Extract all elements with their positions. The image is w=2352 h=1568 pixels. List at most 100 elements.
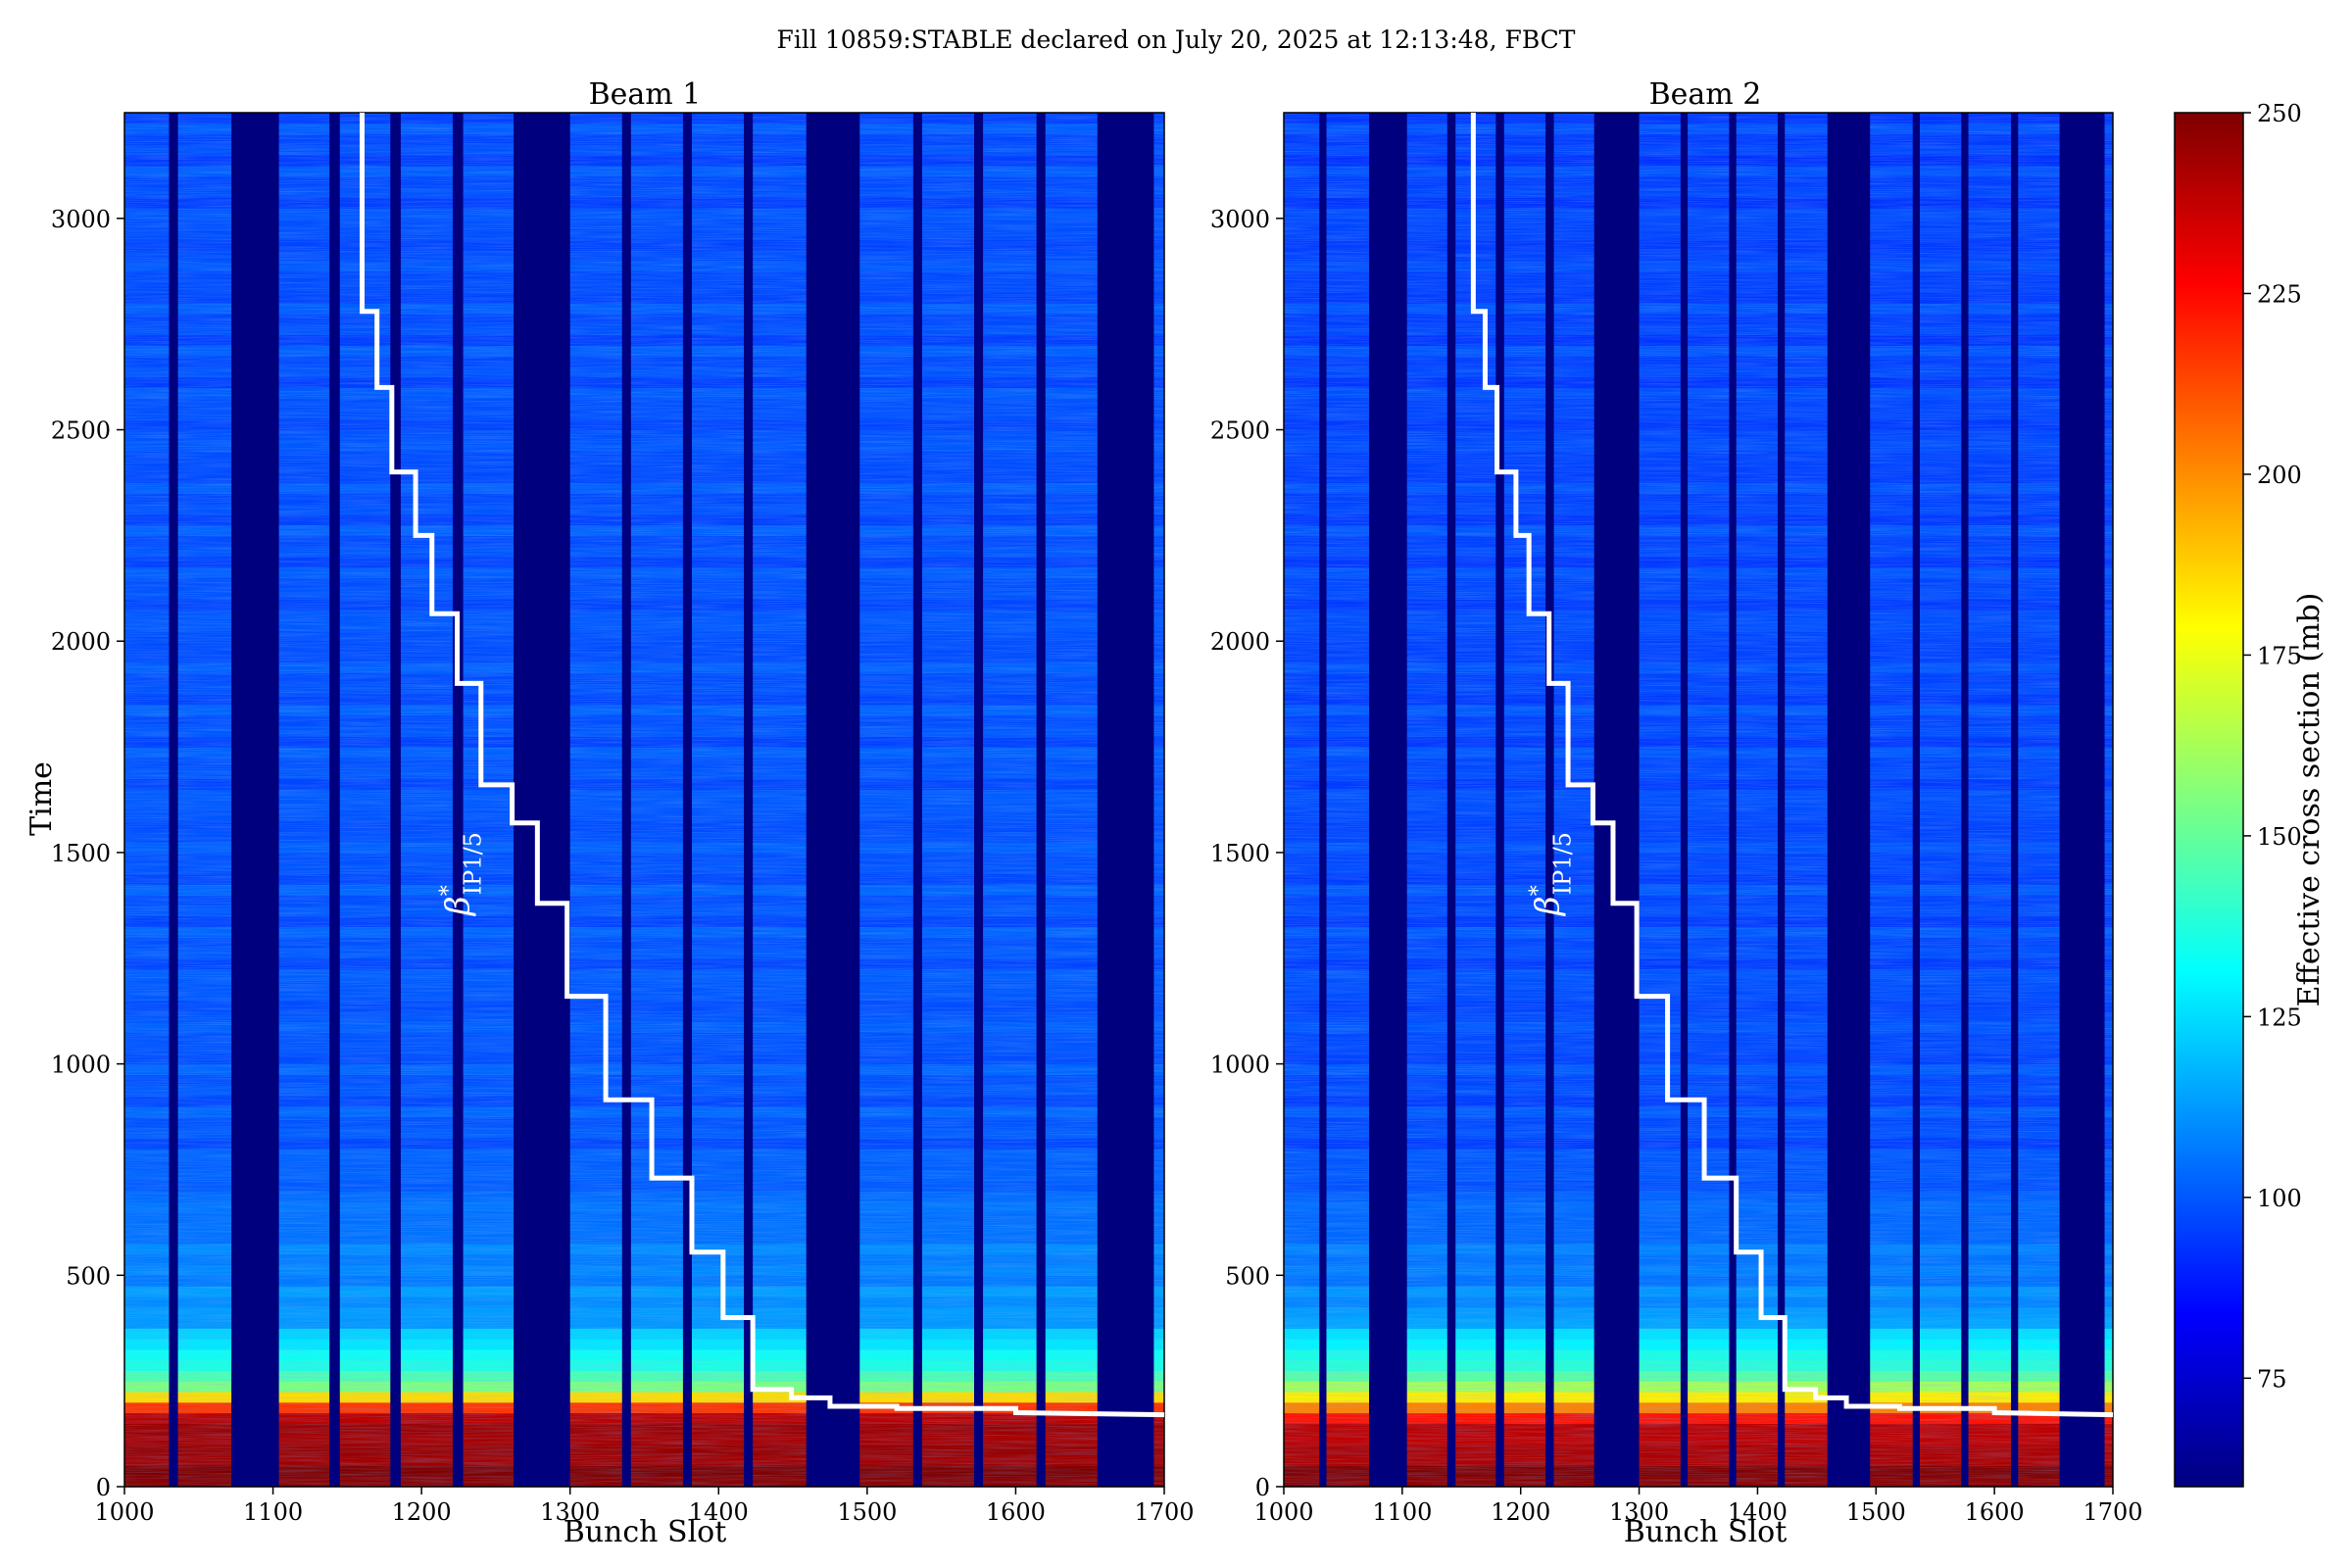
colorbar-tick-label: 100: [2257, 1185, 2302, 1212]
colorbar-tick-label: 250: [2257, 100, 2302, 127]
y-tick-label: 0: [96, 1474, 111, 1501]
empty-slot-gap: [1097, 113, 1154, 1487]
empty-slot-gap: [1777, 113, 1786, 1487]
beam-1-beta-star-annotation: β*IP1/5: [437, 832, 487, 917]
colorbar-tick-label: 225: [2257, 280, 2302, 308]
y-tick-label: 1000: [51, 1052, 111, 1079]
x-tick-label: 1600: [986, 1498, 1046, 1526]
x-tick-label: 1200: [1491, 1498, 1550, 1526]
y-tick-label: 0: [1255, 1474, 1270, 1501]
beam-1-y-axis-label: Time: [24, 761, 59, 836]
colorbar-gradient: [2174, 112, 2244, 1488]
y-tick-label: 2500: [1210, 417, 1270, 445]
empty-slot-gap: [1446, 113, 1456, 1487]
beta-superscript: *: [437, 885, 462, 896]
x-tick-label: 1300: [540, 1498, 600, 1526]
beta-subscript: IP1/5: [1548, 832, 1576, 895]
x-tick-label: 1100: [1372, 1498, 1432, 1526]
colorbar-ticks: 75 100 125 150 175 200 225 250: [2243, 100, 2302, 1393]
y-tick-label: 2000: [1210, 628, 1270, 656]
y-tick-label: 3000: [51, 206, 111, 233]
empty-slot-gap: [231, 113, 279, 1487]
y-tick-label: 2000: [51, 628, 111, 656]
beam-2-beta-star-annotation: β*IP1/5: [1526, 832, 1576, 917]
page-title: Fill 10859:STABLE declared on July 20, 2…: [776, 25, 1576, 54]
beam-2-heatmap: [1283, 112, 2114, 1488]
x-tick-label: 1700: [2082, 1498, 2142, 1526]
x-tick-label: 1000: [1253, 1498, 1313, 1526]
y-tick-label: 2500: [51, 417, 111, 445]
empty-slot-gap: [1729, 113, 1737, 1487]
empty-slot-gap: [1827, 113, 1871, 1487]
empty-slot-gap: [1369, 113, 1407, 1487]
empty-slot-gap: [1319, 113, 1327, 1487]
empty-slot-gap: [329, 113, 340, 1487]
beam-2-y-axis: 0 500 1000 1500 2000 2500 3000: [1210, 206, 1284, 1501]
empty-slot-gap: [1495, 113, 1504, 1487]
beta-star-label: β*IP1/5: [1526, 832, 1576, 917]
plot-frame: [1283, 112, 2114, 1488]
beam-1-heatmap: [123, 112, 1165, 1488]
beam-1-x-axis-label: Bunch Slot: [564, 1515, 727, 1549]
y-tick-label: 500: [1225, 1262, 1270, 1290]
x-tick-label: 1200: [392, 1498, 452, 1526]
x-tick-label: 1300: [1609, 1498, 1669, 1526]
colorbar-tick-label: 125: [2257, 1004, 2302, 1031]
x-tick-label: 1600: [1965, 1498, 2025, 1526]
empty-slot-gap: [390, 113, 401, 1487]
colorbar-tick-label: 150: [2257, 823, 2302, 851]
heatmap-texture: [124, 113, 1164, 1487]
colorbar-tick-label: 175: [2257, 642, 2302, 669]
empty-slot-gap: [452, 113, 464, 1487]
empty-slot-gap: [2059, 113, 2105, 1487]
x-tick-label: 1400: [689, 1498, 749, 1526]
x-tick-label: 1500: [837, 1498, 897, 1526]
plot-frame: [123, 112, 1165, 1488]
beta-star-label: β*IP1/5: [437, 832, 487, 917]
x-tick-label: 1100: [243, 1498, 303, 1526]
colorbar-tick-label: 75: [2257, 1365, 2287, 1393]
beam-1-beta-star-line: [360, 113, 1165, 1418]
y-tick-label: 1000: [1210, 1052, 1270, 1079]
beam-2-x-axis-label: Bunch Slot: [1624, 1515, 1788, 1549]
empty-slot-gap: [169, 113, 178, 1487]
beta-superscript: *: [1526, 885, 1550, 896]
beam-2-panel: Beam 2 β*IP1/5 1000 1100 1200 1300 1400 1500 1…: [1210, 77, 2143, 1549]
y-tick-label: 1500: [1210, 840, 1270, 867]
empty-slot-gap: [744, 113, 754, 1487]
colorbar: 75 100 125 150 175 200 225 250 Effective cross …: [2174, 100, 2327, 1488]
beam-2-title: Beam 2: [1649, 77, 1762, 112]
beam-2-x-axis: 1000 1100 1200 1300 1400 1500 1600 1700: [1253, 1487, 2143, 1526]
beam-2-beta-star-line: [1470, 113, 2114, 1418]
empty-slot-gap: [1912, 113, 1920, 1487]
beta-symbol: β: [1528, 896, 1567, 917]
beta-symbol: β: [439, 896, 478, 917]
empty-slot-gap: [1545, 113, 1554, 1487]
empty-slot-gap: [973, 113, 984, 1487]
beam-1-panel: Beam 1 β*IP1/5 1000 1100 1200 1300 1400 1500 1…: [24, 77, 1195, 1549]
y-tick-label: 3000: [1210, 206, 1270, 233]
y-tick-label: 1500: [51, 840, 111, 867]
empty-slot-gap: [2011, 113, 2019, 1487]
colorbar-label: Effective cross section (mb): [2292, 593, 2327, 1007]
empty-slot-gap: [806, 113, 860, 1487]
x-tick-label: 1400: [1728, 1498, 1788, 1526]
beta-star-step-line: [360, 113, 1165, 1418]
colorbar-tick-label: 200: [2257, 462, 2302, 489]
empty-slot-gap: [682, 113, 692, 1487]
beta-star-step-line: [1470, 113, 2114, 1418]
beta-subscript: IP1/5: [460, 832, 487, 895]
y-tick-label: 500: [66, 1262, 111, 1290]
beam-1-y-axis: 0 500 1000 1500 2000 2500 3000: [51, 206, 124, 1501]
empty-slot-gap: [1680, 113, 1689, 1487]
x-tick-label: 1500: [1846, 1498, 1906, 1526]
empty-slot-gap: [1036, 113, 1046, 1487]
beam-1-title: Beam 1: [589, 77, 702, 112]
empty-slot-gap: [1961, 113, 1969, 1487]
empty-slot-gap: [1593, 113, 1640, 1487]
beam-1-x-axis: 1000 1100 1200 1300 1400 1500 1600 1700: [94, 1487, 1195, 1526]
empty-slot-gap: [912, 113, 922, 1487]
empty-slot-gap: [514, 113, 570, 1487]
x-tick-label: 1700: [1134, 1498, 1194, 1526]
